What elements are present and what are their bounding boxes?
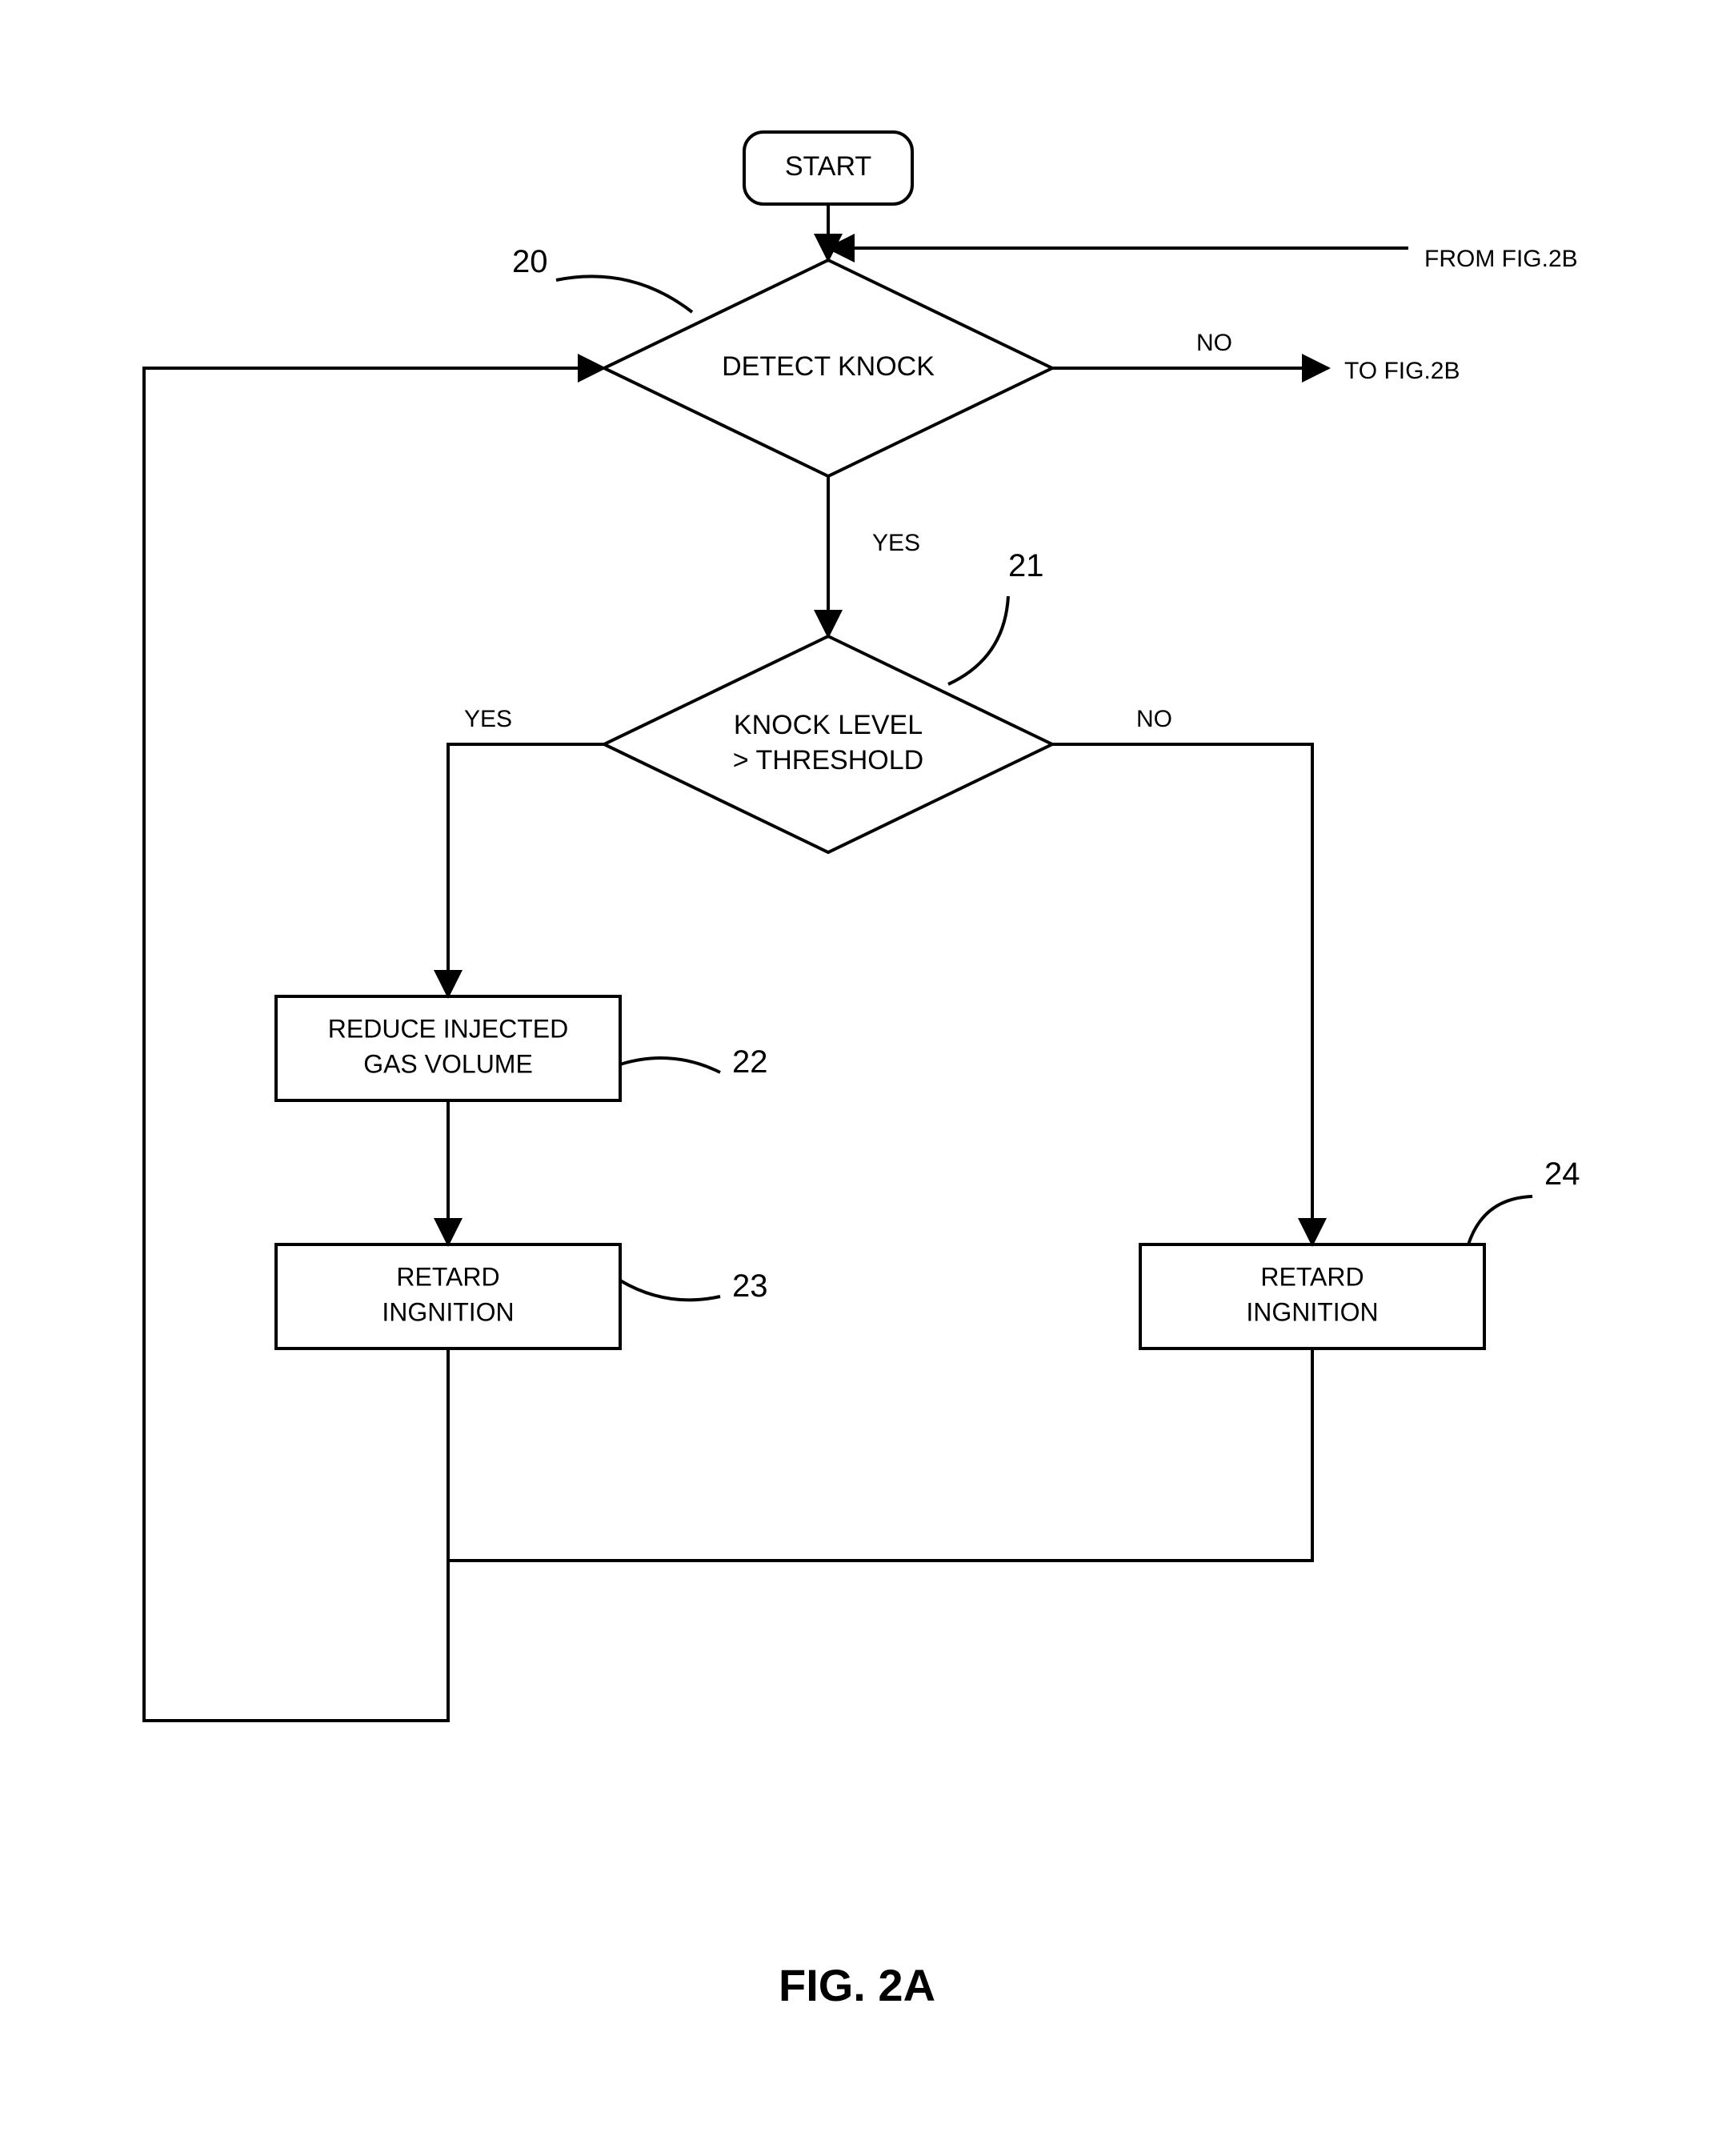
retard-left-label-2: INGNITION [382, 1297, 514, 1326]
node-start: START [744, 132, 912, 204]
svg-text:22: 22 [732, 1044, 768, 1080]
node-reduce-gas: REDUCE INJECTED GAS VOLUME [276, 996, 620, 1100]
threshold-label-2: > THRESHOLD [733, 745, 923, 775]
label-threshold-yes: YES [464, 706, 512, 732]
detect-label: DETECT KNOCK [722, 351, 935, 382]
label-threshold-no: NO [1136, 706, 1172, 732]
retard-right-label-2: INGNITION [1246, 1297, 1378, 1326]
callout-21: 21 [948, 548, 1044, 684]
callout-23: 23 [620, 1268, 768, 1304]
edge-loop-left [144, 368, 604, 1721]
label-detect-no: NO [1196, 330, 1232, 356]
figure-caption: FIG. 2A [779, 1960, 935, 2010]
retard-right-label-1: RETARD [1260, 1262, 1364, 1291]
edge-threshold-no [1052, 744, 1312, 1244]
threshold-label-1: KNOCK LEVEL [734, 710, 923, 740]
node-knock-threshold: KNOCK LEVEL > THRESHOLD [604, 636, 1052, 852]
edge-threshold-yes [448, 744, 604, 996]
reduce-label-2: GAS VOLUME [363, 1049, 533, 1078]
retard-left-label-1: RETARD [396, 1262, 499, 1291]
callout-20: 20 [512, 244, 692, 312]
svg-text:24: 24 [1544, 1156, 1580, 1192]
label-from-fig2b: FROM FIG.2B [1424, 246, 1578, 272]
edge-loop-right [448, 1349, 1312, 1561]
node-retard-left: RETARD INGNITION [276, 1244, 620, 1349]
svg-text:20: 20 [512, 244, 548, 279]
callout-24: 24 [1468, 1156, 1580, 1244]
label-to-fig2b: TO FIG.2B [1344, 358, 1460, 384]
svg-text:21: 21 [1008, 548, 1044, 583]
node-detect-knock: DETECT KNOCK [604, 260, 1052, 476]
callout-22: 22 [620, 1044, 768, 1080]
node-retard-right: RETARD INGNITION [1140, 1244, 1484, 1349]
svg-text:23: 23 [732, 1268, 768, 1304]
start-label: START [785, 151, 871, 182]
flowchart-figure: START DETECT KNOCK KNOCK LEVEL > THRESHO… [0, 0, 1714, 2156]
reduce-label-1: REDUCE INJECTED [328, 1014, 568, 1043]
label-detect-yes: YES [872, 530, 920, 556]
